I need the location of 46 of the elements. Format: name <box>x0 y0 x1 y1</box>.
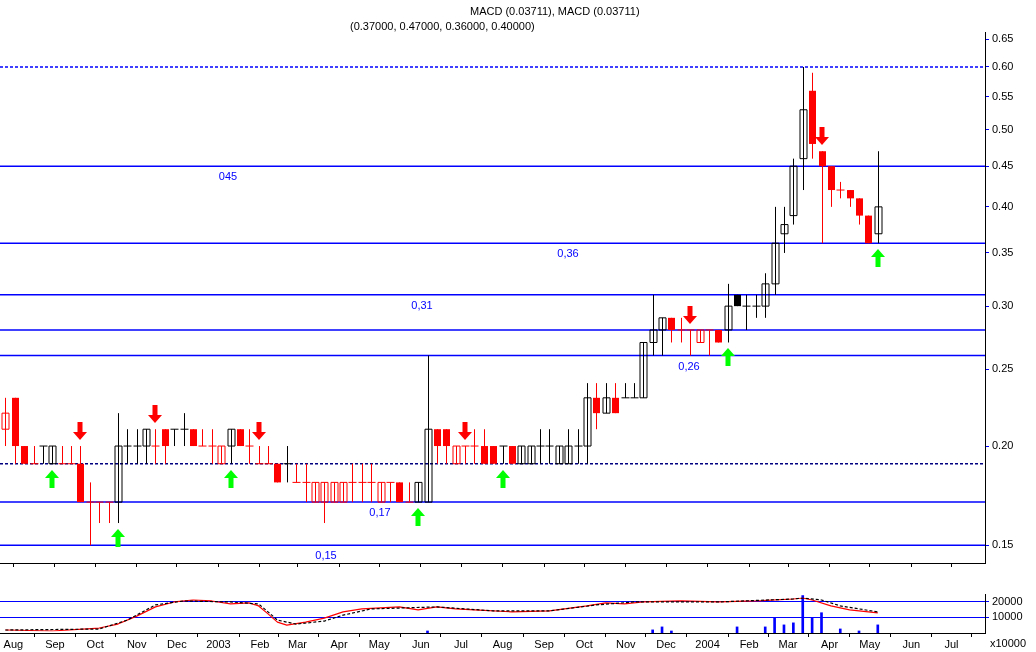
x-tick-label: Feb <box>739 637 759 650</box>
x-tick-label: Jul <box>944 637 959 650</box>
x-tick-label: Dec <box>656 637 677 650</box>
x-tick-label: 2003 <box>206 637 231 650</box>
ref-line-label: 0,36 <box>557 247 579 260</box>
x-tick-label: Sep <box>45 637 65 650</box>
x-tick-label: Dec <box>167 637 188 650</box>
x-tick-label: May <box>368 637 391 650</box>
y-tick-label: 0.65 <box>992 32 1014 45</box>
y-tick-label: 0.30 <box>992 299 1014 312</box>
x-tick-label: Mar <box>778 637 798 650</box>
text: x10000 <box>990 637 1027 650</box>
ref-line-label: 0,31 <box>411 298 433 311</box>
y-tick-label: 20000 <box>992 594 1023 607</box>
y-tick-label: 10000 <box>992 610 1023 623</box>
x-tick-label: Nov <box>126 637 147 650</box>
x-tick-label: Oct <box>575 637 593 650</box>
x-tick-label: Jul <box>453 637 469 650</box>
x-tick-label: Jun <box>411 637 430 650</box>
ref-line-label: 0,15 <box>315 549 337 562</box>
ref-line-label: 0,17 <box>369 506 391 519</box>
y-tick-label: 0.60 <box>992 60 1014 72</box>
x-tick-label: 2004 <box>695 637 720 650</box>
text: MACD (0.03711), MACD (0.03711) <box>470 5 640 18</box>
x-tick-label: Sep <box>534 637 554 650</box>
x-tick-label: May <box>859 637 881 650</box>
y-tick-label: 0.45 <box>992 159 1014 172</box>
x-tick-label: Aug <box>3 637 24 650</box>
x-tick-label: Apr <box>330 637 348 650</box>
y-tick-label: 0.50 <box>992 122 1014 135</box>
ref-line-label: 045 <box>218 170 238 183</box>
annotation: (0.37000, 0.47000, 0.36000, 0.40000) <box>350 20 535 33</box>
x-tick-label: Mar <box>288 637 308 650</box>
x-tick-label: Apr <box>820 637 839 650</box>
y-tick-label: 0.55 <box>992 90 1014 103</box>
x-tick-label: Nov <box>616 637 637 650</box>
y-tick-label: 0.20 <box>992 439 1014 452</box>
x-tick-label: Jun <box>902 637 921 650</box>
x-tick-label: Aug <box>492 637 513 650</box>
y-tick-label: 0.25 <box>992 362 1014 375</box>
y-tick-label: 0.15 <box>992 538 1014 551</box>
x-tick-label: Oct <box>86 637 104 650</box>
y-tick-label: 0.35 <box>992 245 1014 258</box>
y-tick-label: 0.40 <box>992 199 1014 212</box>
x-tick-label: Feb <box>250 637 270 650</box>
ref-line-label: 0,26 <box>678 359 700 372</box>
